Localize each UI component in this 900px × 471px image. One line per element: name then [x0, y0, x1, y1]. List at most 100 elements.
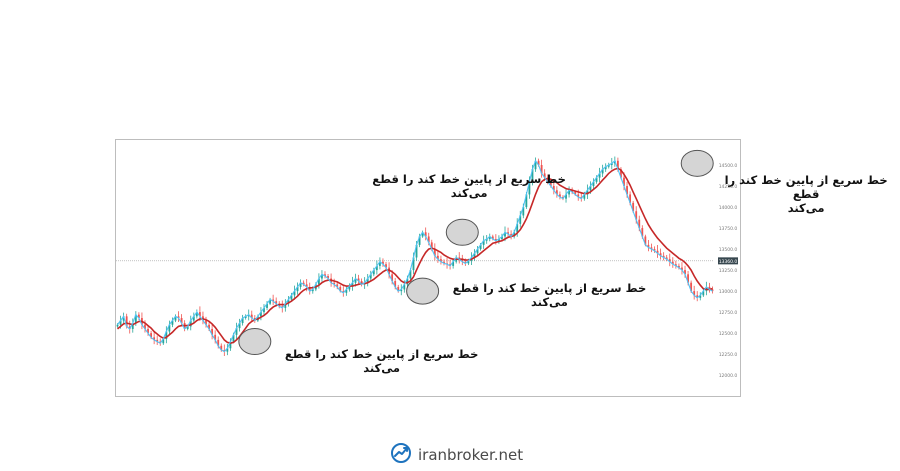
candle-up — [122, 316, 125, 321]
candle-down — [427, 236, 430, 243]
candle-up — [452, 261, 455, 266]
candle-down — [616, 160, 619, 170]
candle-down — [198, 312, 201, 317]
candle-down — [302, 282, 305, 285]
candle-down — [275, 301, 278, 304]
y-tick-label: 12000.0 — [719, 373, 738, 379]
crossover-marker — [680, 149, 714, 177]
candle-up — [354, 278, 357, 283]
candle-up — [351, 282, 354, 287]
candle-up — [699, 295, 702, 298]
candle-up — [412, 257, 415, 271]
candle-up — [116, 324, 119, 327]
candle-up — [702, 291, 705, 296]
candle-down — [665, 257, 668, 260]
candle-up — [195, 312, 198, 317]
candle-down — [424, 232, 427, 237]
candle-down — [632, 202, 635, 212]
candle-up — [372, 270, 375, 275]
candle-down — [440, 259, 442, 262]
crossover-annotation: خط سریع از پایین خط کند را قطع می‌کند — [724, 173, 888, 216]
candle-up — [604, 166, 607, 170]
candle-down — [125, 316, 128, 327]
candle-up — [260, 312, 262, 317]
candle-up — [595, 177, 598, 182]
candle-down — [671, 261, 674, 265]
crossover-annotation: خط سریع از پایین خط کند را قطع می‌کند — [372, 172, 566, 201]
candle-up — [479, 244, 482, 250]
crossover-annotation: خط سریع از پایین خط کند را قطع می‌کند — [284, 346, 479, 375]
candle-up — [583, 194, 586, 199]
candle-up — [192, 316, 195, 321]
candle-down — [559, 194, 561, 197]
candle-up — [406, 278, 409, 285]
chart-canvas: 14500.0 14250.0 14000.0 13750.0 13500.0 13250… — [116, 149, 738, 379]
candle-up — [568, 190, 570, 195]
candle-up — [522, 207, 525, 216]
candle-down — [327, 275, 329, 279]
candle-down — [552, 186, 555, 191]
candle-up — [317, 278, 320, 285]
y-tick-label: 13250.0 — [719, 268, 738, 274]
candle-down — [540, 165, 543, 174]
candle-down — [684, 270, 686, 275]
watermark-text: iranbroker.net — [418, 446, 524, 464]
candle-down — [458, 257, 461, 260]
candle-down — [659, 253, 662, 256]
candle-up — [321, 274, 323, 279]
y-tick-label: 13750.0 — [719, 226, 738, 232]
candle-up — [519, 215, 522, 224]
trend-chart-icon — [390, 442, 412, 468]
candle-down — [668, 259, 671, 262]
candle-up — [378, 261, 381, 266]
candle-up — [409, 270, 412, 279]
candle-down — [638, 219, 641, 229]
candle-down — [626, 186, 628, 195]
y-tick-label: 13500.0 — [719, 247, 738, 253]
candle-up — [171, 320, 174, 325]
slow-ma-line — [116, 167, 713, 345]
candle-down — [336, 284, 339, 287]
candle-down — [546, 177, 549, 182]
candle-up — [369, 274, 372, 279]
candle-down — [690, 282, 693, 292]
candle-up — [534, 160, 537, 170]
candle-up — [174, 316, 177, 321]
y-tick-label: 12500.0 — [719, 331, 738, 337]
candle-up — [229, 341, 232, 349]
candle-down — [711, 289, 714, 292]
candle-up — [290, 295, 293, 300]
candle-up — [241, 318, 244, 324]
candle-down — [333, 282, 336, 285]
candle-down — [391, 274, 394, 282]
candle-down — [436, 255, 439, 260]
crossover-marker — [445, 218, 479, 246]
candle-down — [150, 333, 153, 338]
candle-down — [208, 324, 210, 329]
candle-up — [186, 326, 189, 329]
y-tick-label: 12250.0 — [719, 352, 738, 358]
candle-down — [571, 190, 574, 192]
candle-up — [168, 324, 171, 332]
candle-down — [382, 261, 384, 265]
candle-down — [635, 211, 638, 220]
candle-up — [488, 236, 491, 239]
candle-up — [415, 244, 418, 258]
candle-down — [644, 236, 647, 245]
candle-down — [137, 314, 140, 319]
candle-up — [263, 307, 265, 313]
candle-up — [299, 282, 302, 287]
candle-down — [147, 328, 149, 334]
candle-down — [543, 173, 546, 178]
candle-up — [235, 328, 238, 335]
crossover-marker — [406, 277, 440, 305]
y-tick-label: 13000.0 — [719, 289, 738, 295]
y-tick-label: 12750.0 — [719, 310, 738, 316]
candle-down — [491, 236, 494, 239]
candle-down — [433, 249, 436, 256]
candle-up — [238, 323, 241, 329]
candle-up — [516, 223, 519, 233]
candle-up — [421, 232, 424, 237]
candle-down — [629, 194, 632, 203]
candle-up — [482, 240, 485, 245]
